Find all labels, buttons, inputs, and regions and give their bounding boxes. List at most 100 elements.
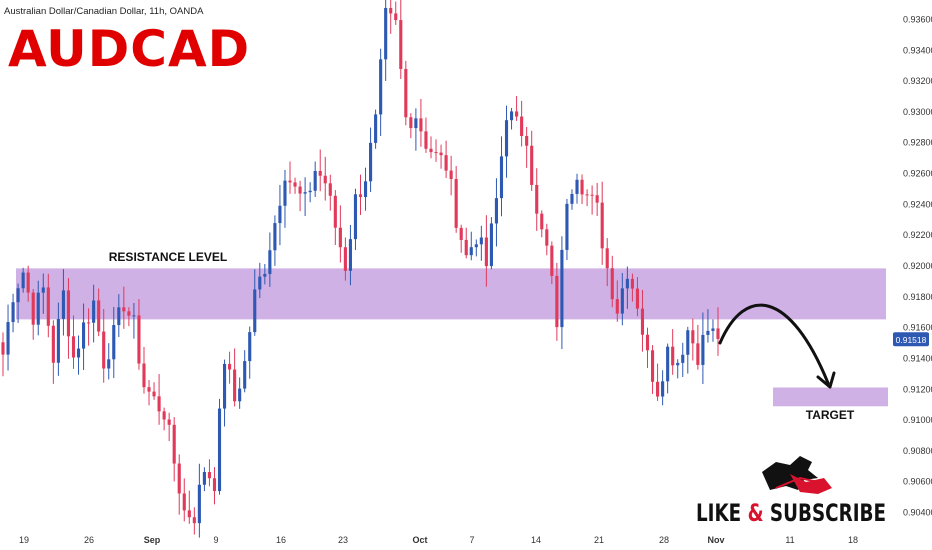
candle [439,144,443,169]
candle [21,267,25,293]
candle [172,417,176,482]
candle [233,348,237,407]
candle [701,312,705,385]
candle-body [600,202,604,249]
candle [479,225,483,261]
candle-body [192,517,196,524]
candle-body [87,322,91,324]
candle-body [479,237,483,245]
candle [615,280,619,322]
x-tick-label: 23 [338,535,348,545]
candle-body [142,363,146,388]
candle [202,467,206,492]
candle [575,173,579,204]
candle-body [182,493,186,511]
candle-body [157,396,161,412]
candle [620,272,624,326]
candle-body [716,328,720,339]
candle-body [217,408,222,492]
candle [162,407,166,431]
candle [666,343,670,394]
candle-body [444,155,448,171]
candle [338,205,342,263]
candle [31,288,35,340]
symbol-title: AUDCAD [8,20,250,78]
candle-body [248,332,252,362]
x-tick-label: 19 [19,535,29,545]
x-tick-label: 14 [531,535,541,545]
candle-body [489,223,493,267]
candle [595,182,599,217]
candle-body [681,354,685,363]
candle [16,283,20,323]
candle-body [147,387,151,392]
candle [51,320,55,384]
candle-body [338,227,342,248]
candle-body [31,292,35,325]
target-zone [773,387,888,407]
last-price-badge [893,332,929,347]
candle-body [162,411,166,420]
candle [389,0,393,34]
candle-body [671,346,675,366]
candle [640,289,645,352]
candle-body [117,307,121,326]
candle [525,126,529,168]
candle [6,304,10,371]
candle [323,156,327,201]
candle-body [645,334,650,351]
candle-body [177,463,181,494]
candle-body [656,381,660,397]
candle-body [369,142,373,182]
candle [661,370,665,406]
x-tick-label: 18 [848,535,858,545]
candle-body [127,311,131,316]
candle-body [384,7,388,60]
candle [374,109,378,149]
candle [328,174,332,211]
candle [248,326,252,379]
candle-body [137,315,141,364]
x-tick-label: Sep [144,535,161,545]
candle-body [328,183,332,196]
candle [645,327,650,368]
candle [137,299,141,370]
projection-arrow [718,303,830,385]
candle [676,359,680,379]
candle-body [71,336,76,358]
candle [87,308,91,346]
candle-body [308,190,312,193]
candle [107,343,111,380]
candle [459,224,463,253]
candle [167,412,171,442]
candle-body [11,302,15,323]
candle-body [343,247,347,271]
candle [656,363,660,401]
candle-body [379,59,383,115]
candle [76,335,81,375]
candle-body [620,288,624,314]
candle-body [21,272,25,289]
candle [243,350,247,393]
candle-body [374,114,378,143]
candle [263,263,267,285]
candle [681,342,685,377]
candle [122,286,126,329]
candle-body [238,388,242,402]
candle [207,459,212,487]
candle [535,168,539,231]
candle-body [207,472,212,479]
last-price-label: 0.91518 [896,335,927,345]
candle-body [333,195,337,228]
candle-body [187,510,191,518]
candle-body [535,184,539,214]
candle-body [318,170,322,176]
